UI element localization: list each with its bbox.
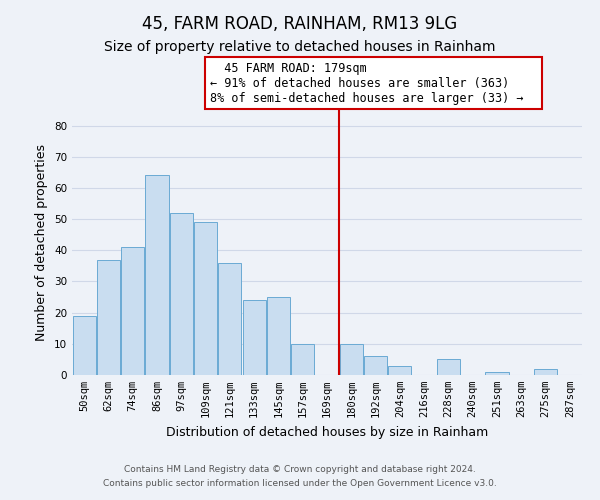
Bar xyxy=(267,297,290,375)
X-axis label: Distribution of detached houses by size in Rainham: Distribution of detached houses by size … xyxy=(166,426,488,438)
Text: Size of property relative to detached houses in Rainham: Size of property relative to detached ho… xyxy=(104,40,496,54)
Bar xyxy=(534,369,557,375)
Bar xyxy=(121,247,144,375)
Bar xyxy=(170,213,193,375)
Text: 45, FARM ROAD, RAINHAM, RM13 9LG: 45, FARM ROAD, RAINHAM, RM13 9LG xyxy=(142,15,458,33)
Bar xyxy=(218,263,241,375)
Text: 45 FARM ROAD: 179sqm  
← 91% of detached houses are smaller (363)
8% of semi-det: 45 FARM ROAD: 179sqm ← 91% of detached h… xyxy=(210,62,538,104)
Bar xyxy=(97,260,120,375)
Bar xyxy=(364,356,387,375)
Bar xyxy=(242,300,266,375)
Bar xyxy=(388,366,412,375)
Bar xyxy=(291,344,314,375)
Bar xyxy=(194,222,217,375)
Y-axis label: Number of detached properties: Number of detached properties xyxy=(35,144,49,341)
Bar xyxy=(340,344,363,375)
Bar xyxy=(145,176,169,375)
Text: Contains HM Land Registry data © Crown copyright and database right 2024.
Contai: Contains HM Land Registry data © Crown c… xyxy=(103,466,497,487)
Bar xyxy=(485,372,509,375)
Bar xyxy=(73,316,95,375)
Bar xyxy=(437,360,460,375)
